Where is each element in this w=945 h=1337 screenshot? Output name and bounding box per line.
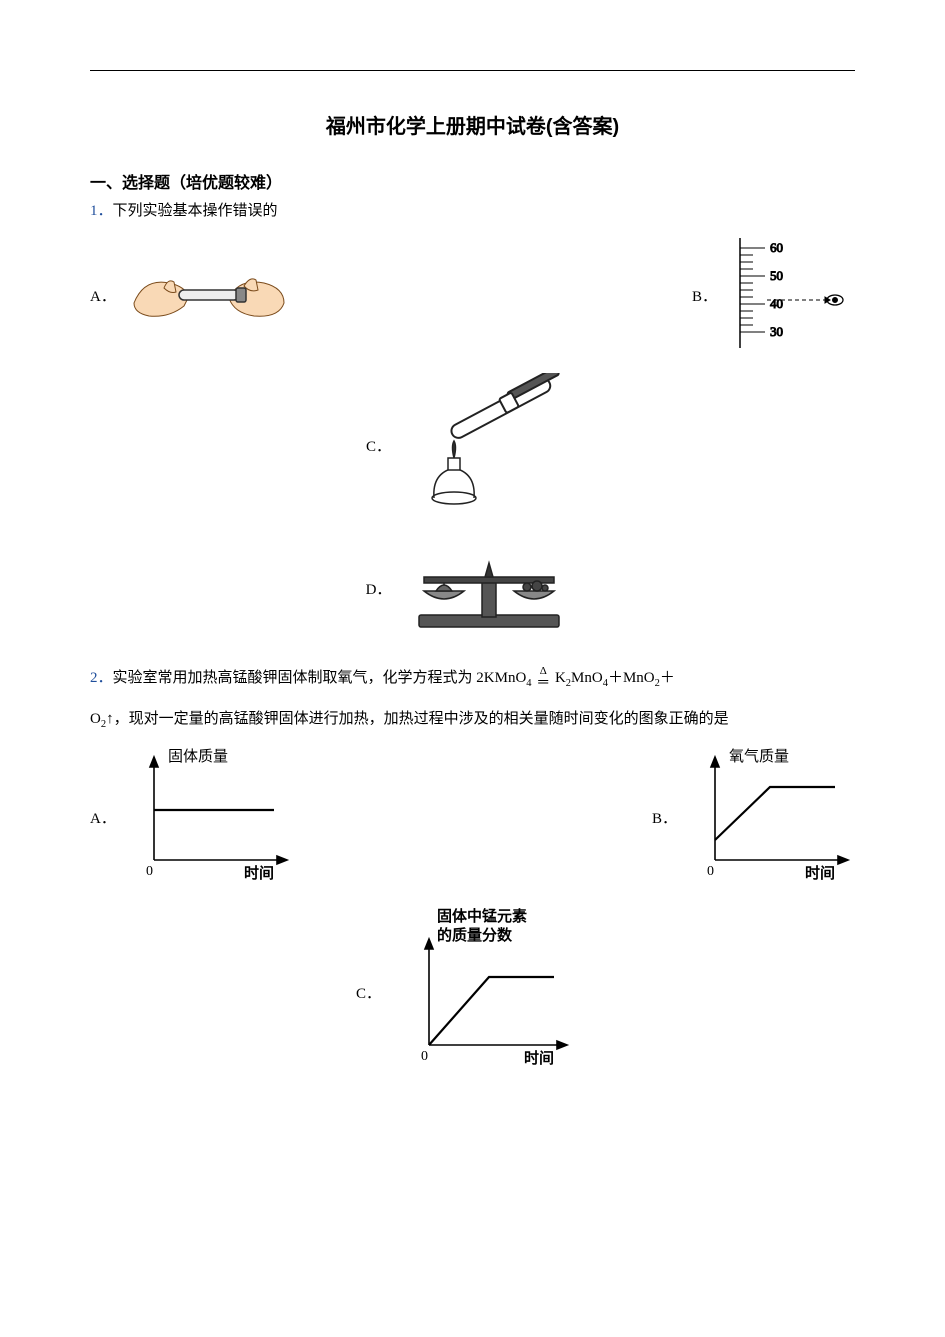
q2-t1: 实验室常用加热高锰酸钾固体制取氧气，化学方程式为 2KMnO	[113, 670, 527, 686]
q1-text: 下列实验基本操作错误的	[113, 203, 278, 219]
q2-line1: 2．实验室常用加热高锰酸钾固体制取氧气，化学方程式为 2KMnO4 Δ═ K2M…	[90, 663, 855, 694]
q2-label-b: B．	[652, 807, 677, 828]
chartB-xlabel: 时间	[805, 864, 835, 882]
q2-s1: 4	[526, 678, 531, 689]
q2-t4: ＋MnO	[608, 670, 655, 686]
q2-t5: ＋	[660, 670, 675, 686]
q2-option-c: C． 固体中锰元素 的质量分数 0 时间	[356, 905, 589, 1080]
q1-row-ab: A． B．	[90, 233, 855, 358]
q1-label-d: D．	[366, 578, 392, 599]
chartB-ylabel: 氧气质量	[729, 748, 789, 765]
chartC-origin: 0	[421, 1049, 428, 1064]
q1-fig-d	[399, 533, 579, 643]
svg-text:30: 30	[770, 324, 783, 339]
q2-label-a: A．	[90, 807, 116, 828]
q2-label-c: C．	[356, 982, 381, 1003]
q2-chart-c: 固体中锰元素 的质量分数 0 时间	[389, 905, 589, 1080]
q2-row-ab: A． 固体质量 0 时间 B． 氧气质量	[90, 745, 855, 890]
q2-number: 2．	[90, 670, 113, 686]
q1-row-c: C．	[90, 373, 855, 518]
chartA-xlabel: 时间	[244, 864, 274, 882]
q1-option-c: C．	[366, 373, 579, 518]
q1-option-d: D．	[366, 533, 580, 643]
q1-fig-b: 60 50 40 30	[725, 233, 855, 358]
q1-number: 1．	[90, 203, 113, 219]
q2-line2: O2↑，现对一定量的高锰酸钾固体进行加热，加热过程中涉及的相关量随时间变化的图象…	[90, 704, 855, 735]
svg-text:50: 50	[770, 268, 783, 283]
q2-chart-a: 固体质量 0 时间	[124, 745, 294, 890]
q2-l2p1: O	[90, 711, 101, 727]
svg-text:60: 60	[770, 240, 783, 255]
q1-row-d: D．	[90, 533, 855, 643]
delta-equals-symbol: Δ═	[538, 667, 548, 689]
page-title: 福州市化学上册期中试卷(含答案)	[90, 110, 855, 139]
q1-option-a: A．	[90, 248, 294, 343]
chartC-xlabel: 时间	[524, 1049, 554, 1067]
chartA-origin: 0	[146, 864, 153, 879]
q1-label-a: A．	[90, 285, 116, 306]
q2-chart-b: 氧气质量 0 时间	[685, 745, 855, 890]
chartC-ylabel2: 的质量分数	[437, 926, 513, 944]
q2-t2: K	[555, 670, 566, 686]
chartA-ylabel: 固体质量	[168, 748, 228, 765]
q1-fig-a	[124, 248, 294, 343]
q2-row-c: C． 固体中锰元素 的质量分数 0 时间	[90, 905, 855, 1080]
q1-label-c: C．	[366, 435, 391, 456]
q1-line: 1．下列实验基本操作错误的	[90, 199, 855, 223]
q2-option-b: B． 氧气质量 0 时间	[652, 745, 855, 890]
section-1-heading: 一、选择题（培优题较难）	[90, 169, 855, 193]
q2-option-a: A． 固体质量 0 时间	[90, 745, 294, 890]
q2-l2p2: ↑，现对一定量的高锰酸钾固体进行加热，加热过程中涉及的相关量随时间变化的图象正确…	[106, 711, 729, 727]
page-top-rule	[90, 70, 855, 71]
q1-fig-c	[399, 373, 579, 518]
svg-text:40: 40	[770, 296, 783, 311]
chartB-origin: 0	[707, 864, 714, 879]
q1-label-b: B．	[692, 285, 717, 306]
q2-t3: MnO	[571, 670, 603, 686]
chartC-ylabel1: 固体中锰元素	[437, 907, 527, 925]
q1-option-b: B． 60 50 40 30	[692, 233, 855, 358]
